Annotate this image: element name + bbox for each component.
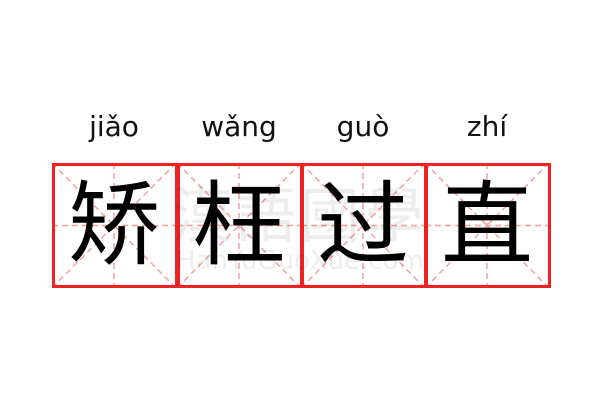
character-3: 过 [316,172,409,279]
character-2: 枉 [192,172,285,279]
cell-border [52,163,178,288]
character-grid: 矫 枉 过 直 [52,163,551,288]
grid-guides [52,163,178,288]
character-cell: 矫 [52,163,178,288]
character-1: 矫 [67,172,160,279]
pinyin-1: jiǎo [89,110,139,143]
pinyin-2: wǎng [201,110,277,143]
character-cell: 枉 [177,163,303,288]
grid-guides [425,163,551,288]
character-4: 直 [440,172,533,279]
character-cell: 直 [425,163,551,288]
pinyin-3: guò [336,110,390,143]
cell-border [425,163,551,288]
character-cell: 过 [301,163,427,288]
pinyin-4: zhí [466,110,508,143]
